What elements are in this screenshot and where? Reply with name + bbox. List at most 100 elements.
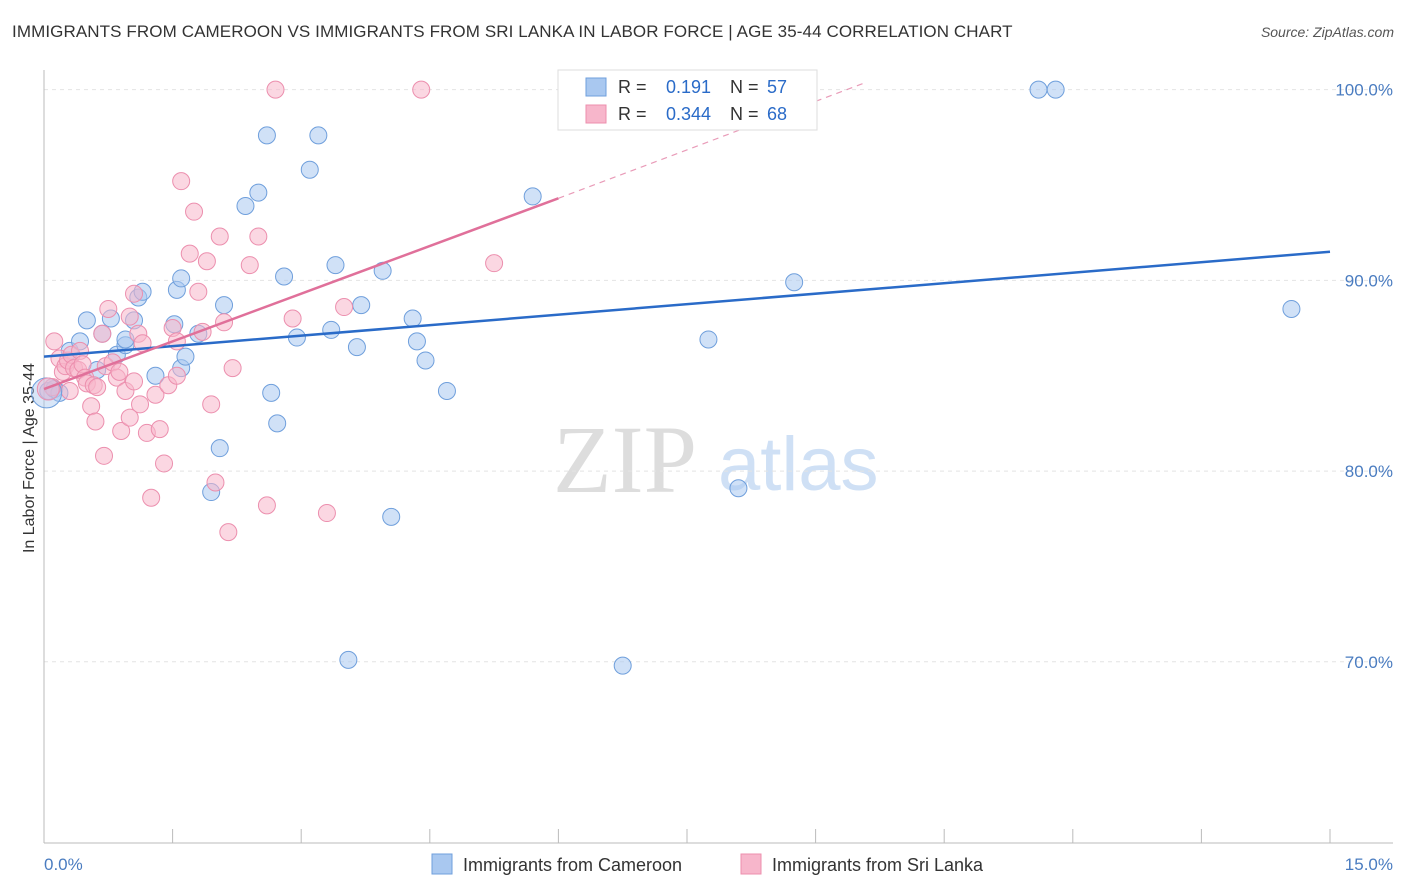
y-tick-label: 70.0% — [1345, 653, 1393, 672]
point-sri-lanka — [60, 381, 79, 400]
legend-label-cameroon: Immigrants from Cameroon — [463, 855, 682, 875]
point-cameroon — [339, 650, 358, 669]
y-axis-label: In Labor Force | Age 35-44 — [21, 363, 38, 553]
y-tick-label: 80.0% — [1345, 462, 1393, 481]
point-cameroon — [77, 311, 96, 330]
stats-n-value: 68 — [767, 104, 787, 124]
x-axis-ticks — [43, 829, 1331, 843]
stats-n-label: N = — [730, 77, 759, 97]
point-cameroon — [257, 126, 276, 145]
point-cameroon — [729, 479, 748, 498]
stats-swatch — [585, 77, 607, 97]
stats-swatch — [585, 104, 607, 124]
point-sri-lanka — [223, 359, 242, 378]
point-sri-lanka — [219, 523, 238, 542]
x-tick-label: 0.0% — [44, 855, 83, 874]
stats-r-label: R = — [618, 77, 647, 97]
stats-n-value: 57 — [767, 77, 787, 97]
legend: Immigrants from Cameroon Immigrants from … — [431, 853, 984, 875]
point-cameroon — [613, 656, 632, 675]
watermark-zip: ZIP — [553, 406, 697, 513]
chart-title: IMMIGRANTS FROM CAMEROON VS IMMIGRANTS F… — [12, 22, 1013, 41]
point-sri-lanka — [125, 372, 144, 391]
point-sri-lanka — [93, 324, 112, 343]
point-cameroon — [176, 347, 195, 366]
point-sri-lanka — [86, 412, 105, 431]
point-cameroon — [1046, 80, 1065, 99]
point-sri-lanka — [155, 454, 174, 473]
point-sri-lanka — [412, 80, 431, 99]
point-sri-lanka — [185, 202, 204, 221]
point-sri-lanka — [112, 422, 131, 441]
point-cameroon — [249, 183, 268, 202]
y-tick-labels: 100.0% 90.0% 80.0% 70.0% — [1335, 81, 1393, 672]
point-cameroon — [437, 381, 456, 400]
point-sri-lanka — [95, 446, 114, 465]
point-sri-lanka — [99, 299, 118, 318]
point-sri-lanka — [206, 473, 225, 492]
point-sri-lanka — [167, 366, 186, 385]
point-sri-lanka — [249, 227, 268, 246]
point-sri-lanka — [189, 282, 208, 301]
x-tick-label: 15.0% — [1345, 855, 1393, 874]
point-sri-lanka — [197, 252, 216, 271]
legend-swatch — [431, 853, 453, 875]
point-cameroon — [172, 269, 191, 288]
point-sri-lanka — [257, 496, 276, 515]
stats-r-value: 0.344 — [666, 104, 711, 124]
point-sri-lanka — [266, 80, 285, 99]
trend-line-cameroon — [43, 250, 1331, 358]
point-cameroon — [1029, 80, 1048, 99]
point-cameroon — [326, 256, 345, 275]
point-sri-lanka — [485, 254, 504, 273]
point-sri-lanka — [335, 298, 354, 317]
point-sri-lanka — [210, 227, 229, 246]
point-sri-lanka — [317, 504, 336, 523]
point-cameroon — [382, 507, 401, 526]
point-cameroon — [146, 366, 165, 385]
gridlines — [44, 89, 1393, 663]
point-sri-lanka — [283, 309, 302, 328]
point-cameroon — [403, 309, 422, 328]
point-sri-lanka — [180, 244, 199, 263]
point-sri-lanka — [142, 488, 161, 507]
point-sri-lanka — [120, 307, 139, 326]
point-sri-lanka — [172, 172, 191, 191]
point-sri-lanka — [36, 377, 60, 401]
legend-swatch — [740, 853, 762, 875]
x-tick-labels: 0.0% 15.0% — [44, 855, 1393, 874]
point-cameroon — [262, 383, 281, 402]
source-credit: Source: ZipAtlas.com — [1260, 24, 1394, 40]
stats-box: R = 0.191 N = 57 R = 0.344 N = 68 — [557, 69, 818, 131]
point-cameroon — [1282, 299, 1301, 318]
point-cameroon — [210, 439, 229, 458]
point-cameroon — [275, 267, 294, 286]
point-cameroon — [523, 187, 542, 206]
point-cameroon — [699, 330, 718, 349]
y-tick-label: 100.0% — [1335, 81, 1393, 100]
point-cameroon — [215, 296, 234, 315]
point-sri-lanka — [110, 362, 129, 381]
point-sri-lanka — [150, 420, 169, 439]
stats-n-label: N = — [730, 104, 759, 124]
point-cameroon — [416, 351, 435, 370]
point-cameroon — [785, 273, 804, 292]
trend-lines — [43, 81, 1331, 391]
stats-r-label: R = — [618, 104, 647, 124]
point-cameroon — [268, 414, 287, 433]
point-cameroon — [407, 332, 426, 351]
point-sri-lanka — [240, 256, 259, 275]
point-cameroon — [352, 296, 371, 315]
point-cameroon — [309, 126, 328, 145]
legend-label-sri-lanka: Immigrants from Sri Lanka — [772, 855, 984, 875]
point-sri-lanka — [82, 397, 101, 416]
point-sri-lanka — [125, 284, 144, 303]
trend-line-sri-lanka — [43, 197, 559, 391]
stats-r-value: 0.191 — [666, 77, 711, 97]
y-tick-label: 90.0% — [1345, 271, 1393, 290]
point-cameroon — [300, 160, 319, 179]
point-cameroon — [322, 320, 341, 339]
point-sri-lanka — [131, 395, 150, 414]
point-cameroon — [347, 338, 366, 357]
